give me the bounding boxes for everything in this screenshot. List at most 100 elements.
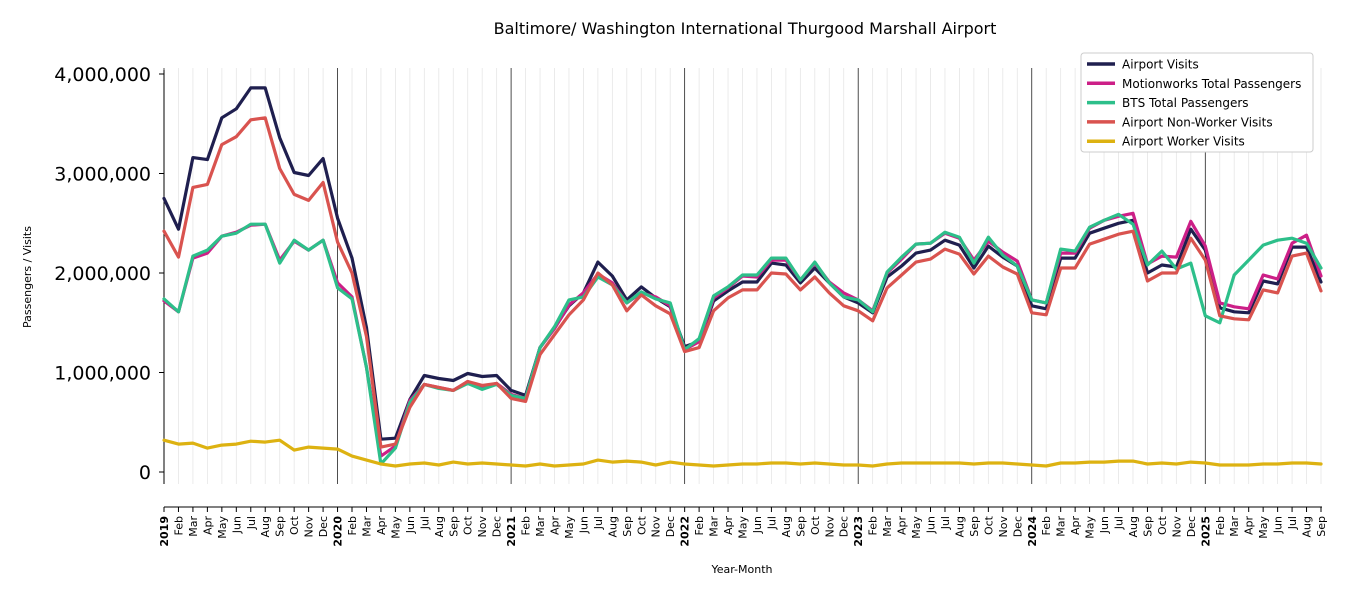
x-tick-label: Sep — [274, 516, 287, 537]
x-tick-label: Aug — [953, 516, 966, 537]
x-tick-label: Mar — [881, 516, 894, 537]
series-line — [162, 438, 1323, 468]
x-tick-label: Jun — [1272, 516, 1285, 534]
x-tick-label: Dec — [1185, 516, 1198, 537]
x-tick-label: Sep — [968, 516, 981, 537]
x-tick-label: May — [737, 516, 750, 539]
x-tick-label: Aug — [780, 516, 793, 537]
x-tick-label: Oct — [288, 515, 301, 535]
y-tick-label: 0 — [139, 462, 151, 484]
x-tick-label: Oct — [462, 515, 475, 535]
x-tick-label: Aug — [606, 516, 619, 537]
x-tick-label: Aug — [433, 516, 446, 537]
x-tick-label: 2023 — [852, 516, 865, 547]
x-tick-label: Apr — [896, 516, 909, 536]
x-tick-label: Jun — [404, 516, 417, 534]
x-tick-label: Aug — [1127, 516, 1140, 537]
x-tick-label: Aug — [1301, 516, 1314, 537]
x-tick-label: 2024 — [1026, 516, 1039, 547]
x-tick-label: Nov — [997, 516, 1010, 538]
x-tick-label: 2021 — [505, 516, 518, 547]
x-tick-label: Apr — [1069, 516, 1082, 536]
x-tick-label: Aug — [259, 516, 272, 537]
x-tick-label: Mar — [534, 516, 547, 537]
x-tick-label: Oct — [982, 515, 995, 535]
x-tick-label: Apr — [375, 516, 388, 536]
x-tick-label: Sep — [447, 516, 460, 537]
x-axis-label: Year-Month — [710, 563, 772, 576]
y-axis-label: Passengers / Visits — [21, 226, 34, 328]
x-tick-label: Oct — [635, 515, 648, 535]
x-tick-label: Jun — [577, 516, 590, 534]
x-tick-label: Feb — [172, 516, 185, 535]
x-tick-label: Jun — [925, 516, 938, 534]
x-tick-label: May — [910, 516, 923, 539]
x-tick-label: Jul — [1113, 516, 1126, 530]
x-tick-label: Jul — [418, 516, 431, 530]
y-tick-label: 1,000,000 — [54, 363, 151, 385]
x-tick-label: Oct — [1156, 515, 1169, 535]
y-tick-label: 2,000,000 — [54, 263, 151, 285]
x-tick-label: Jul — [1286, 516, 1299, 530]
x-tick-label: Mar — [1055, 516, 1068, 537]
x-tick-label: Apr — [548, 516, 561, 536]
chart-title: Baltimore/ Washington International Thur… — [494, 19, 997, 38]
x-tick-label: Mar — [1228, 516, 1241, 537]
x-tick-label: Feb — [520, 516, 533, 535]
x-tick-label: 2019 — [158, 516, 171, 547]
series-line — [162, 116, 1323, 449]
x-tick-label: Dec — [838, 516, 851, 537]
x-tick-label: Nov — [476, 516, 489, 538]
x-tick-label: May — [563, 516, 576, 539]
x-tick-label: Sep — [794, 516, 807, 537]
x-tick-label: Jul — [765, 516, 778, 530]
x-tick-label: Feb — [867, 516, 880, 535]
x-tick-label: Nov — [303, 516, 316, 538]
x-tick-label: Jul — [939, 516, 952, 530]
x-tick-label: Apr — [722, 516, 735, 536]
legend-label: Airport Worker Visits — [1122, 135, 1245, 149]
x-tick-label: Sep — [1315, 516, 1328, 537]
x-tick-label: Jun — [751, 516, 764, 534]
y-ticks: 0 1,000,000 2,000,000 3,000,000 4,000,000 — [54, 64, 164, 484]
legend-label: BTS Total Passengers — [1122, 96, 1249, 110]
x-tick-label: Apr — [201, 516, 214, 536]
x-tick-label: 2025 — [1199, 516, 1212, 547]
x-tick-label: Mar — [708, 516, 721, 537]
x-tick-label: Jul — [592, 516, 605, 530]
series-line — [162, 212, 1323, 466]
x-tick-label: Feb — [1214, 516, 1227, 535]
x-tick-label: Jun — [230, 516, 243, 534]
x-tick-label: Feb — [1040, 516, 1053, 535]
x-tick-label: May — [389, 516, 402, 539]
x-tick-label: Feb — [693, 516, 706, 535]
x-tick-label: Mar — [360, 516, 373, 537]
y-tick-label: 3,000,000 — [54, 164, 151, 186]
x-tick-label: Dec — [491, 516, 504, 537]
x-tick-label: Jun — [1098, 516, 1111, 534]
legend-box — [1080, 52, 1314, 153]
x-tick-label: Mar — [187, 516, 200, 537]
x-tick-label: Nov — [823, 516, 836, 538]
legend-label: Airport Non-Worker Visits — [1122, 115, 1273, 129]
x-tick-label: Dec — [317, 516, 330, 537]
legend-label: Motionworks Total Passengers — [1122, 77, 1301, 91]
x-tick-label: Feb — [346, 516, 359, 535]
x-tick-label: 2022 — [679, 516, 692, 547]
x-ticks: 2019 Feb Mar Apr May Jun Jul Aug Sep Oct Nov Dec 202… — [158, 507, 1328, 547]
x-tick-label: Sep — [1141, 516, 1154, 537]
x-tick-label: Jul — [245, 516, 258, 530]
x-tick-label: Nov — [1170, 516, 1183, 538]
x-tick-label: May — [1257, 516, 1270, 539]
x-tick-label: Dec — [664, 516, 677, 537]
legend-label: Airport Visits — [1122, 58, 1199, 72]
x-tick-label: Dec — [1011, 516, 1024, 537]
x-tick-label: Nov — [650, 516, 663, 538]
x-tick-label: May — [1084, 516, 1097, 539]
x-tick-label: Oct — [809, 515, 822, 535]
series-lines — [162, 86, 1323, 468]
x-tick-label: May — [216, 516, 229, 539]
y-tick-label: 4,000,000 — [54, 64, 151, 86]
legend: Airport Visits Motionworks Total Passenge… — [1080, 52, 1314, 153]
